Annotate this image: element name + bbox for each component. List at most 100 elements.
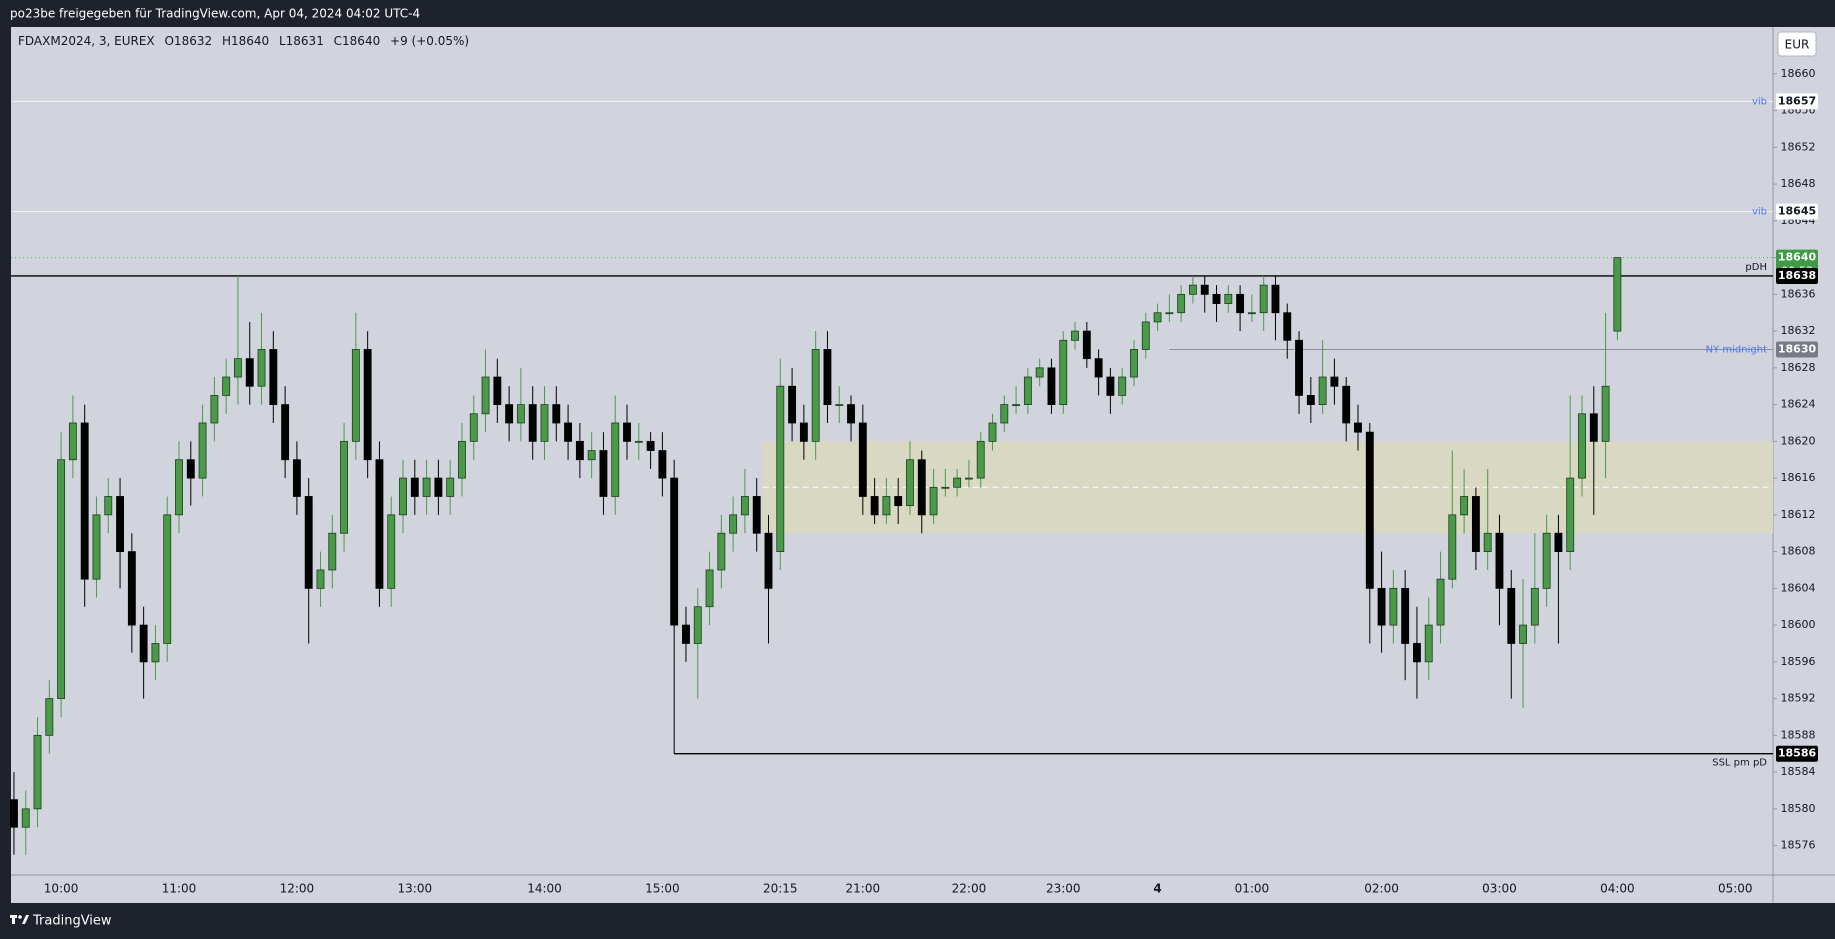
candle-body <box>1401 587 1410 644</box>
y-tick-label: 18576 <box>1781 839 1816 852</box>
level-label: NY midnight <box>1706 344 1767 355</box>
candle-body <box>446 477 455 497</box>
x-tick-label: 23:00 <box>1046 882 1081 896</box>
candle-body <box>1295 339 1303 396</box>
candle-body <box>375 459 384 589</box>
x-tick-label: 02:00 <box>1364 882 1399 896</box>
x-tick-label: 4 <box>1153 882 1161 896</box>
candle-body <box>764 532 773 589</box>
price-tags: 18657186451864000:53186381863018586 <box>1776 93 1818 762</box>
y-tick-label: 18652 <box>1781 140 1816 153</box>
candle-body <box>976 440 985 479</box>
candle-body <box>1613 257 1622 332</box>
x-tick-label: 12:00 <box>280 882 315 896</box>
x-tick-label: 14:00 <box>527 882 562 896</box>
candle-body <box>882 496 891 516</box>
candle-body <box>1047 367 1056 406</box>
candle-body <box>116 496 124 553</box>
y-tick-label: 18596 <box>1781 655 1816 668</box>
candle-body <box>1330 376 1339 387</box>
candle-body <box>894 496 903 507</box>
candle-body <box>717 532 726 571</box>
candle-body <box>363 349 372 461</box>
candle-body <box>752 496 761 534</box>
legend-symbol: FDAXM2024, 3, EUREX <box>18 34 155 48</box>
candle-body <box>953 477 962 488</box>
candle-body <box>1471 496 1480 553</box>
candle-body <box>434 477 443 497</box>
candle-body <box>1059 339 1068 406</box>
candle-body <box>328 532 337 571</box>
candle-body <box>799 422 808 442</box>
price-tag-label: 18640 <box>1778 251 1817 264</box>
candle-body <box>634 440 643 443</box>
y-tick-label: 18624 <box>1781 398 1816 411</box>
candle-body <box>469 413 478 442</box>
candle-body <box>823 349 832 406</box>
candle-body <box>387 514 396 589</box>
candle-body <box>163 514 172 644</box>
candle-body <box>292 459 301 497</box>
candle-body <box>1094 358 1103 378</box>
candle-body <box>68 422 77 461</box>
price-tag-label: 18638 <box>1778 269 1816 282</box>
candle-body <box>304 496 313 589</box>
y-tick-label: 18608 <box>1781 545 1816 558</box>
candle-body <box>399 477 407 516</box>
candle-body <box>186 459 195 479</box>
candle-body <box>1460 496 1469 516</box>
candle-body <box>92 514 101 580</box>
candle-body <box>941 486 950 489</box>
x-tick-label: 01:00 <box>1235 882 1270 896</box>
candle-body <box>10 799 18 828</box>
candle-body <box>1389 587 1398 626</box>
candle-body <box>458 440 466 479</box>
candle-body <box>198 422 207 479</box>
candle-body <box>1377 587 1386 626</box>
y-tick-label: 18580 <box>1781 802 1816 815</box>
candle-body <box>1519 624 1527 644</box>
currency-button[interactable] <box>1777 31 1817 57</box>
price-tag <box>1776 93 1818 110</box>
currency-label[interactable]: EUR <box>1785 38 1810 52</box>
candle-body <box>210 395 219 424</box>
candle-body <box>788 385 797 424</box>
x-tick-label: 22:00 <box>952 882 987 896</box>
candle-body <box>564 422 573 442</box>
candle-body <box>1413 643 1421 663</box>
y-tick-label: 18588 <box>1781 728 1816 741</box>
candle-body <box>847 404 855 424</box>
candle-body <box>740 496 749 516</box>
y-tick-label: 18584 <box>1781 765 1816 778</box>
candle-body <box>245 358 254 387</box>
candle-body <box>646 440 655 451</box>
level-label: SSL pm pD <box>1712 758 1767 769</box>
candle-body <box>1354 422 1362 433</box>
legend-change: +9 (+0.05%) <box>390 34 469 48</box>
candle-body <box>528 404 537 442</box>
candle-body <box>540 404 549 442</box>
candle-body <box>1165 312 1174 315</box>
candle-body <box>1448 514 1457 580</box>
x-tick-label: 03:00 <box>1482 882 1517 896</box>
candle-body <box>493 376 502 406</box>
x-tick-label: 05:00 <box>1718 882 1753 896</box>
candle-body <box>906 459 914 507</box>
candle-body <box>1342 385 1351 424</box>
legend-high: H18640 <box>222 34 269 48</box>
legend: FDAXM2024, 3, EUREX O18632 H18640 L18631… <box>18 34 469 48</box>
y-tick-label: 18616 <box>1781 471 1816 484</box>
candle-body <box>1601 385 1610 442</box>
candle-body <box>505 404 514 424</box>
candle-body <box>1012 404 1021 407</box>
candle-body <box>670 477 679 626</box>
candle-body <box>811 349 820 442</box>
candle-body <box>1483 532 1492 553</box>
candle-body <box>1283 312 1292 341</box>
candle-body <box>729 514 738 534</box>
candle-body <box>1578 413 1586 479</box>
candle-body <box>340 440 349 534</box>
candle-body <box>281 404 290 461</box>
legend-close: C18640 <box>334 34 381 48</box>
